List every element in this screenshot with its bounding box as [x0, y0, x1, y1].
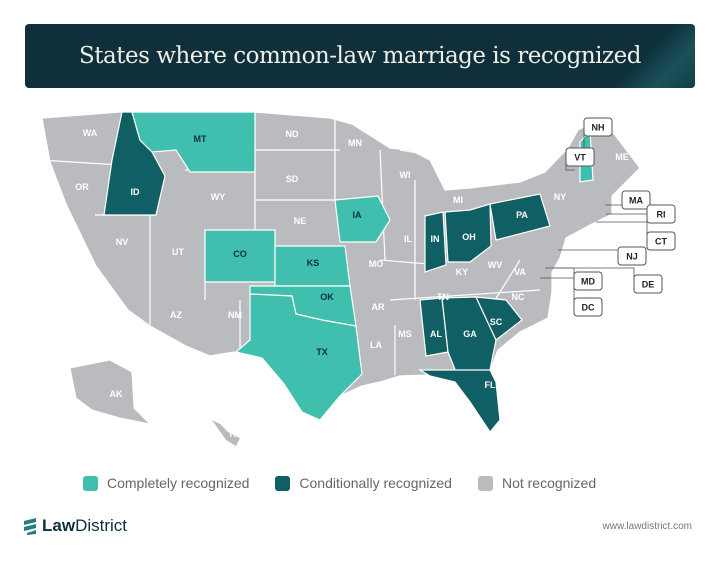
state-shape-ak	[69, 359, 152, 425]
state-shape-oh	[444, 203, 492, 263]
state-label-sc: SC	[490, 317, 503, 327]
state-shape-sc	[475, 296, 523, 341]
state-callout-box	[633, 274, 663, 294]
state-label-co: CO	[233, 249, 247, 259]
state-label-id: ID	[131, 187, 141, 197]
state-label-nv: NV	[116, 237, 129, 247]
legend-not: Not recognized	[477, 475, 597, 491]
state-label-ak: AK	[110, 389, 123, 399]
state-shape-pa	[489, 193, 551, 241]
state-label-nj: NJ	[626, 252, 638, 262]
state-label-ar: AR	[372, 302, 385, 312]
legend-swatch	[83, 475, 98, 491]
state-label-ut: UT	[172, 247, 184, 257]
state-callout-box	[573, 271, 603, 291]
state-callout-box	[621, 190, 651, 210]
state-label-ms: MS	[398, 329, 412, 339]
legend-completely: Completely recognized	[83, 475, 249, 491]
state-label-wa: WA	[83, 128, 98, 138]
state-label-ks: KS	[307, 258, 320, 268]
state-label-sd: SD	[286, 174, 299, 184]
state-label-wv: WV	[488, 260, 503, 270]
state-label-la: LA	[370, 340, 382, 350]
state-label-nd: ND	[286, 129, 299, 139]
state-label-wi: WI	[400, 170, 411, 180]
state-label-md: MD	[581, 277, 595, 287]
state-border	[389, 289, 541, 301]
state-label-me: ME	[615, 152, 629, 162]
state-label-nh: NH	[592, 123, 605, 133]
state-label-il: IL	[404, 234, 413, 244]
legend-swatch	[275, 475, 291, 491]
state-label-va: VA	[514, 267, 526, 277]
title-banner: States where common-law marriage is reco…	[25, 24, 695, 88]
state-label-oh: OH	[462, 232, 476, 242]
logo-text: District	[75, 516, 128, 535]
banner-decoration	[615, 24, 695, 88]
state-label-mi: MI	[453, 195, 463, 205]
legend-label: Completely recognized	[107, 475, 250, 491]
state-callout-box	[646, 231, 676, 251]
state-shape-in	[424, 211, 447, 273]
state-label-ia: IA	[353, 210, 363, 220]
state-label-nc: NC	[512, 292, 525, 302]
state-label-hi: HI	[230, 429, 239, 439]
leader-line	[558, 249, 619, 256]
state-label-or: OR	[75, 182, 89, 192]
state-callout-box	[565, 147, 595, 167]
state-shape-tx	[234, 293, 363, 421]
state-border	[494, 259, 521, 301]
state-shape-hi	[212, 420, 240, 446]
state-label-ga: GA	[463, 329, 477, 339]
state-label-fl: FL	[485, 380, 496, 390]
lawdistrict-logo: LawDistrict	[22, 516, 127, 536]
state-label-nm: NM	[228, 310, 242, 320]
state-label-mt: MT	[194, 134, 207, 144]
legend-label: Conditionally recognized	[299, 475, 452, 491]
legend: Completely recognized Conditionally reco…	[83, 475, 596, 491]
state-label-ne: NE	[294, 216, 307, 226]
state-label-ky: KY	[456, 267, 469, 277]
state-label-ny: NY	[554, 192, 567, 202]
legend-swatch	[477, 475, 493, 491]
state-label-tn: TN	[437, 292, 449, 302]
state-label-de: DE	[642, 280, 655, 290]
state-shape-fl	[417, 369, 501, 434]
state-label-mn: MN	[348, 138, 362, 148]
state-shape-ia	[334, 195, 391, 243]
state-label-vt: VT	[574, 153, 586, 163]
state-callout-box	[583, 117, 613, 137]
state-label-ri: RI	[657, 210, 666, 220]
state-label-ct: CT	[655, 237, 667, 247]
state-callout-box	[617, 246, 647, 266]
state-label-pa: PA	[516, 210, 528, 220]
state-callout-box	[573, 297, 603, 317]
map-title: States where common-law marriage is reco…	[79, 43, 641, 69]
state-label-ma: MA	[629, 196, 643, 206]
legend-label: Not recognized	[501, 475, 597, 491]
state-callout-box	[646, 204, 676, 224]
state-label-wy: WY	[211, 192, 226, 202]
leader-line	[596, 221, 648, 241]
state-label-mo: MO	[369, 259, 384, 269]
state-label-ca: CA	[94, 287, 107, 297]
state-label-az: AZ	[170, 310, 182, 320]
legend-conditionally: Conditionally recognized	[275, 475, 452, 491]
logo-text-bold: Law	[42, 516, 76, 535]
state-border	[399, 149, 431, 156]
state-border	[39, 159, 121, 166]
logo-icon	[24, 518, 36, 535]
state-label-al: AL	[430, 329, 442, 339]
us-map: WA OR CA NV ID MT WY UT AZ NM CO ND SD NE KS OK TX MN IA MO…	[39, 111, 676, 446]
state-label-in: IN	[431, 234, 440, 244]
state-label-tx: TX	[316, 347, 328, 357]
state-label-ok: OK	[320, 292, 334, 302]
state-shape-mt	[131, 111, 256, 173]
state-label-dc: DC	[582, 303, 595, 313]
website-url: www.lawdistrict.com	[602, 521, 692, 532]
